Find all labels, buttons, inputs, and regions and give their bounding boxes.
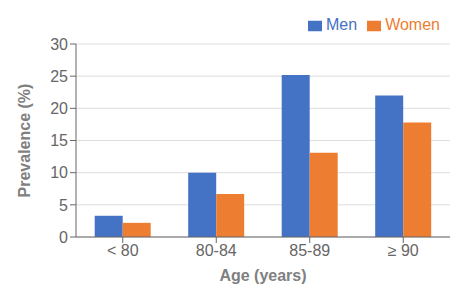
svg-text:5: 5	[59, 197, 68, 214]
svg-text:Age (years): Age (years)	[219, 267, 306, 284]
svg-text:Prevalence (%): Prevalence (%)	[16, 84, 33, 198]
svg-text:25: 25	[50, 68, 68, 85]
svg-text:0: 0	[59, 229, 68, 246]
svg-text:< 80: < 80	[107, 242, 139, 259]
html-text:Women: Women	[385, 16, 440, 33]
svg-text:15: 15	[50, 132, 68, 149]
svg-text:80-84: 80-84	[196, 242, 237, 259]
svg-text:10: 10	[50, 164, 68, 181]
svg-text:30: 30	[50, 36, 68, 53]
svg-text:20: 20	[50, 100, 68, 117]
svg-text:85-89: 85-89	[289, 242, 330, 259]
html-text:Men: Men	[326, 16, 358, 33]
svg-text:≥ 90: ≥ 90	[388, 242, 419, 259]
